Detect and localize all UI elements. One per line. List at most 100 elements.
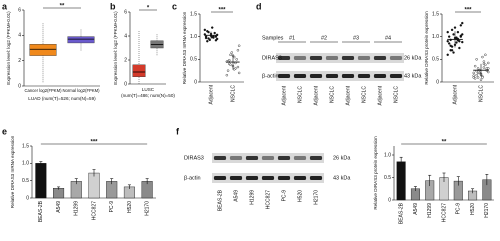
data-point [204,35,208,38]
blot-lane-label: H520 [297,190,303,202]
significance: *** [464,8,472,14]
y-tick-label: 1.0 [22,161,29,167]
data-point [214,39,218,42]
data-point [214,35,218,38]
data-point [207,37,210,40]
box [29,44,57,56]
blot-band [229,156,243,160]
x-tick-label: A549 [413,203,419,215]
panel-label: c [172,1,177,11]
bar [88,172,100,199]
y-tick-label: 0 [194,79,197,85]
data-point [461,33,464,36]
bar [396,161,406,201]
blot-band [389,56,403,60]
y-tick-label: 1.5 [432,11,439,17]
data-point [237,71,241,75]
blot-row-name: β-actin [184,175,201,181]
data-point [236,65,240,69]
data-point [229,63,232,66]
data-point [449,49,452,52]
blot-band [261,176,275,180]
bar [53,188,65,199]
blot-band [389,74,403,78]
x-tick-label: H520 [470,203,476,215]
blot-lane-label: Adjacent [377,85,383,105]
data-point [476,76,480,79]
blot-lane-label: A549 [233,190,239,202]
x-tick-label: H1299 [74,201,80,216]
y-tick-label: 0.5 [190,57,197,63]
blot-band [261,156,275,160]
blot-band [325,56,339,60]
y-axis-label: Expression level: log2 (FPKM+0.01) [6,11,11,85]
blot-lane-label: H1299 [249,190,255,205]
y-tick-label: 2 [124,57,127,63]
data-point [473,64,477,68]
data-point [211,35,214,39]
data-point [482,60,486,63]
data-point [452,33,455,36]
blot-size: 26 kDa [333,155,351,161]
blot-group: #2 [321,35,327,41]
data-point [484,63,487,66]
blot-group: #4 [385,35,391,41]
significance: ** [60,4,65,10]
y-axis-label: Expression level: log2 (FPKM+0.01) [113,11,118,85]
data-point [461,40,464,44]
blot-size: 26 kDa [404,55,422,61]
x-tick-label: A549 [56,201,62,213]
data-point [203,28,207,32]
data-point [456,30,460,34]
y-tick-label: 0 [18,83,21,89]
blot-group: #3 [353,35,359,41]
x-axis-label: LUAD (num(T)=526; num(N)=59) [28,96,96,101]
data-point [484,53,487,56]
data-point [230,51,233,54]
y-tick-label: 4 [18,33,21,39]
y-tick-label: 0 [436,79,439,85]
box [67,36,95,44]
blot-row-name: DIRAS3 [262,55,282,61]
significance: *** [90,140,98,146]
x-tick-label: BEAS-2B [398,202,404,224]
y-tick-label: 1.5 [22,143,29,149]
blot-band [309,176,323,180]
blot-lane-label: Adjacent [345,85,351,105]
blot-lane-label: Adjacent [281,85,287,105]
y-tick-label: 6 [124,9,127,15]
blot-band [229,176,243,180]
panel-label: d [256,1,262,11]
data-point [458,46,461,50]
blot-band [373,74,387,78]
data-point [481,55,484,59]
y-tick-label: 0 [124,81,127,87]
x-tick-label: HCC827 [441,203,447,222]
blot-band [341,56,355,60]
data-point [206,30,209,33]
blot-lane-label: H2170 [313,190,319,205]
y-tick-label: 0.5 [22,178,29,184]
blot-band [277,176,291,180]
data-point [453,26,457,29]
data-point [235,58,238,61]
blot-band [309,156,323,160]
data-point [229,53,232,56]
blot-band [293,156,307,160]
panel-label: f [176,126,180,136]
y-tick-label: 1.5 [190,11,197,17]
blot-lane-label: PC-9 [281,190,287,202]
x-axis-label: LUSC [142,87,155,92]
significance: ** [442,140,447,146]
data-point [450,28,454,32]
blot-row-name: β-actin [262,73,279,79]
data-point [485,67,489,70]
blot-band [293,56,307,60]
blot-band [293,176,307,180]
data-point [446,53,449,56]
data-point [447,42,451,45]
panel-label: a [2,1,8,11]
blot-membrane [276,53,404,63]
blot-size: 43 kDa [404,73,422,79]
